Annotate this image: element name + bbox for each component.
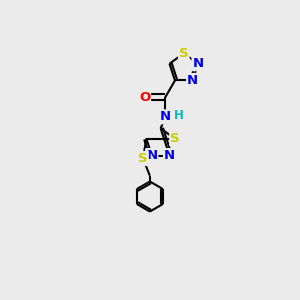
- Text: S: S: [179, 47, 189, 60]
- Text: N: N: [160, 110, 171, 123]
- Text: N: N: [193, 57, 204, 70]
- Text: N: N: [164, 149, 175, 162]
- Text: S: S: [138, 152, 148, 165]
- Text: N: N: [146, 149, 158, 162]
- Text: N: N: [187, 74, 198, 87]
- Text: O: O: [139, 91, 150, 104]
- Text: H: H: [173, 109, 183, 122]
- Text: S: S: [170, 132, 180, 145]
